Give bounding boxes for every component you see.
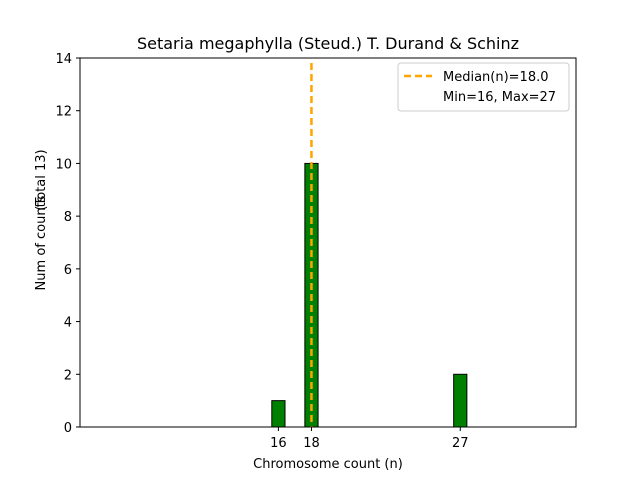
y-tick-label: 6 — [64, 263, 72, 278]
axes-frame — [79, 57, 577, 428]
x-tick-label: 18 — [303, 436, 320, 451]
y-tick-label: 2 — [64, 368, 72, 383]
y-axis-label: Num of counts — [34, 195, 49, 290]
x-tick-label: 27 — [452, 436, 469, 451]
chart-title: Setaria megaphylla (Steud.) T. Durand & … — [137, 34, 519, 53]
bar — [453, 373, 468, 428]
plot-area: 0 2 4 6 8 10 12 14 16 18 27 Median(n)=18.0 Min=16, M… — [55, 52, 577, 451]
x-tick-label: 16 — [270, 436, 287, 451]
y-tick-label: 4 — [64, 316, 72, 331]
y-tick-label: 12 — [55, 105, 72, 120]
legend-entry: Median(n)=18.0 — [443, 70, 549, 85]
legend-entry: Min=16, Max=27 — [443, 90, 556, 105]
y-axis-total-label: (Total 13) — [34, 149, 49, 210]
y-tick-label: 8 — [64, 210, 72, 225]
legend-box — [397, 62, 570, 112]
bar — [271, 400, 286, 428]
x-axis-label: Chromosome count (n) — [253, 457, 403, 472]
y-tick-label: 14 — [55, 52, 72, 67]
y-tick-label: 0 — [64, 421, 72, 436]
y-tick-label: 10 — [55, 157, 72, 172]
